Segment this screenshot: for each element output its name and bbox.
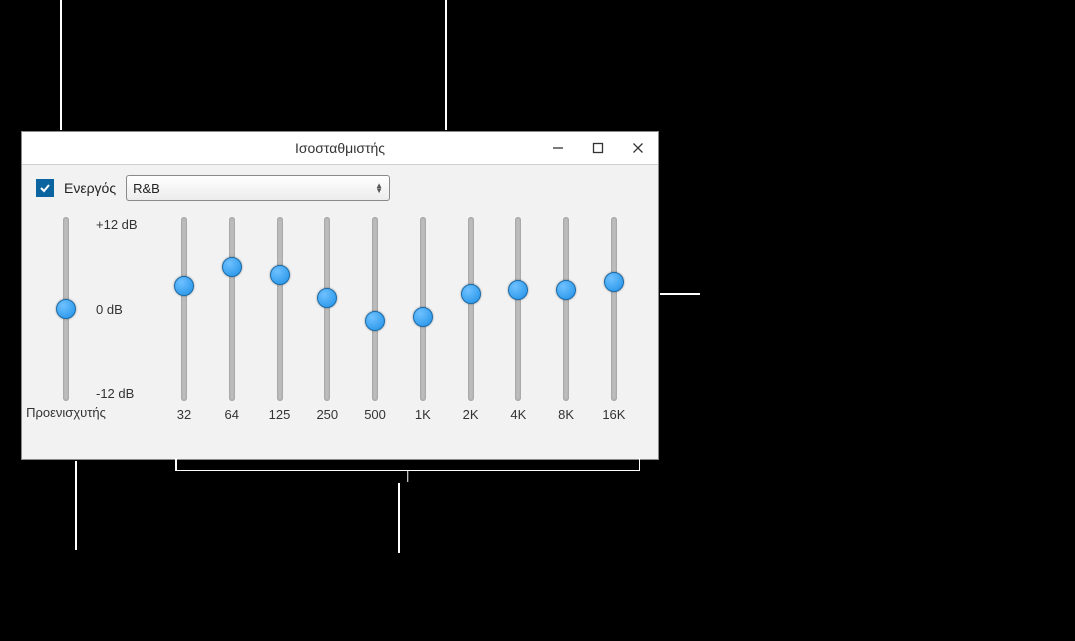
band-slider[interactable] (459, 217, 483, 401)
slider-track (324, 217, 330, 401)
band-freq-label: 16K (602, 407, 625, 422)
band-freq-label: 2K (463, 407, 479, 422)
band-freq-label: 250 (316, 407, 338, 422)
close-icon (632, 142, 644, 154)
preamp-slider[interactable] (54, 217, 78, 401)
slider-thumb[interactable] (56, 299, 76, 319)
preamp-column: Προενισχυτής (36, 213, 96, 422)
band-freq-label: 32 (177, 407, 191, 422)
slider-track (277, 217, 283, 401)
band-125: 125 (258, 213, 302, 422)
titlebar: Ισοσταθμιστής (22, 132, 658, 165)
band-freq-label: 64 (225, 407, 239, 422)
db-scale: +12 dB 0 dB -12 dB (96, 217, 154, 401)
slider-thumb[interactable] (413, 307, 433, 327)
preset-selected: R&B (133, 181, 160, 196)
checkmark-icon (39, 182, 51, 194)
slider-thumb[interactable] (270, 265, 290, 285)
slider-thumb[interactable] (556, 280, 576, 300)
slider-track (611, 217, 617, 401)
window-title: Ισοσταθμιστής (295, 140, 385, 156)
leader-line (398, 483, 400, 553)
band-freq-label: 4K (510, 407, 526, 422)
dropdown-arrows-icon: ▲▼ (375, 183, 383, 193)
preset-dropdown[interactable]: R&B ▲▼ (126, 175, 390, 201)
band-slider[interactable] (315, 217, 339, 401)
enable-label: Ενεργός (64, 180, 116, 196)
preamp-label: Προενισχυτής (26, 405, 106, 420)
leader-line (75, 460, 77, 550)
slider-track (563, 217, 569, 401)
band-slider[interactable] (506, 217, 530, 401)
top-row: Ενεργός R&B ▲▼ (22, 165, 658, 207)
slider-track (229, 217, 235, 401)
slider-track (468, 217, 474, 401)
band-1K: 1K (401, 213, 445, 422)
band-2K: 2K (449, 213, 493, 422)
slider-thumb[interactable] (461, 284, 481, 304)
band-250: 250 (305, 213, 349, 422)
slider-track (372, 217, 378, 401)
band-freq-label: 500 (364, 407, 386, 422)
slider-thumb[interactable] (604, 272, 624, 292)
enable-checkbox[interactable] (36, 179, 54, 197)
band-freq-label: 125 (269, 407, 291, 422)
equalizer-area: Προενισχυτής +12 dB 0 dB -12 dB 32 64 125 2… (22, 207, 658, 436)
band-slider[interactable] (220, 217, 244, 401)
db-min: -12 dB (96, 386, 154, 401)
slider-track (515, 217, 521, 401)
band-500: 500 (353, 213, 397, 422)
slider-thumb[interactable] (365, 311, 385, 331)
band-slider[interactable] (411, 217, 435, 401)
db-max: +12 dB (96, 217, 154, 232)
band-16K: 16K (592, 213, 636, 422)
close-button[interactable] (618, 132, 658, 164)
equalizer-window: Ισοσταθμιστής Ενεργός R&B ▲▼ (21, 131, 659, 460)
band-64: 64 (210, 213, 254, 422)
band-slider[interactable] (363, 217, 387, 401)
band-32: 32 (162, 213, 206, 422)
maximize-button[interactable] (578, 132, 618, 164)
band-slider[interactable] (172, 217, 196, 401)
slider-thumb[interactable] (508, 280, 528, 300)
band-slider[interactable] (602, 217, 626, 401)
minimize-button[interactable] (538, 132, 578, 164)
db-mid: 0 dB (96, 302, 154, 317)
band-slider[interactable] (554, 217, 578, 401)
band-freq-label: 1K (415, 407, 431, 422)
slider-thumb[interactable] (174, 276, 194, 296)
bands-container: 32 64 125 250 500 1K 2K 4K 8K 16K (154, 213, 644, 422)
band-slider[interactable] (268, 217, 292, 401)
slider-thumb[interactable] (317, 288, 337, 308)
band-freq-label: 8K (558, 407, 574, 422)
slider-track (181, 217, 187, 401)
maximize-icon (592, 142, 604, 154)
slider-thumb[interactable] (222, 257, 242, 277)
minimize-icon (552, 142, 564, 154)
band-8K: 8K (544, 213, 588, 422)
band-4K: 4K (496, 213, 540, 422)
window-controls (538, 132, 658, 164)
bands-brace (175, 458, 640, 471)
